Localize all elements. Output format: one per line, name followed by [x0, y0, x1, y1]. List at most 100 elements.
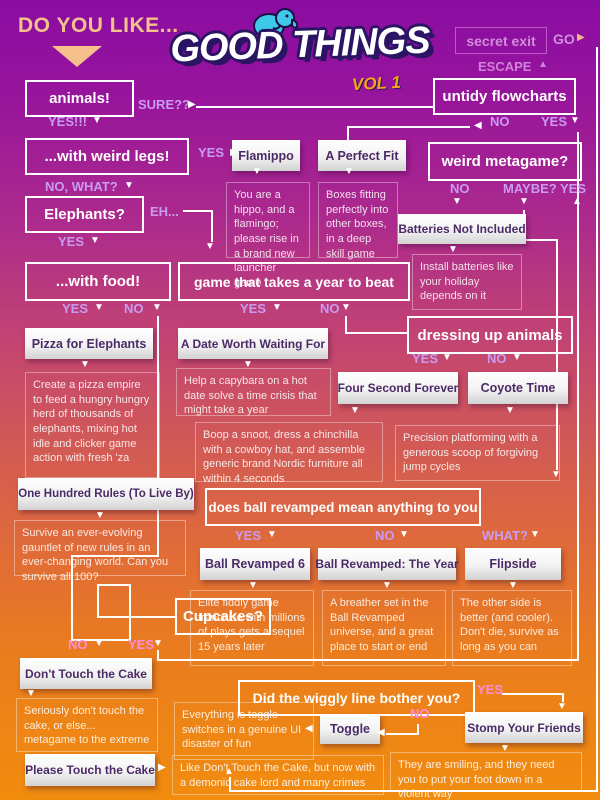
answer-dress-no: NO: [487, 351, 507, 366]
arrow-down-icon: [92, 116, 102, 126]
answer-wiggly-no: NO: [410, 706, 430, 721]
game-flamippo[interactable]: Flamippo: [232, 140, 300, 171]
game-stomp-your-friends[interactable]: Stomp Your Friends: [465, 712, 583, 743]
logo-volume: VOL 1: [351, 72, 402, 95]
arrow-down-icon: [570, 116, 580, 126]
arrow-left-icon: [474, 121, 482, 131]
arrow-down-icon: [442, 353, 452, 363]
arrow-down-icon: [452, 197, 462, 207]
answer-wiggly-yes: YES: [477, 682, 504, 697]
question-untidy-flowcharts: untidy flowcharts: [433, 78, 576, 115]
question-ball-revamped: does ball revamped mean anything to you: [205, 488, 481, 526]
arrow-down-icon: [382, 581, 392, 591]
answer-untidy-no: NO: [490, 114, 510, 129]
game-please-touch-cake[interactable]: Please Touch the Cake: [25, 754, 155, 786]
game-batteries-not-included[interactable]: Batteries Not Included: [398, 214, 526, 244]
answer-yes3: YES!!!: [48, 114, 87, 129]
arrow-down-icon: [399, 530, 409, 540]
go-button[interactable]: GO: [553, 31, 575, 47]
arrow-down-icon: [80, 360, 90, 370]
desc-batteries: Install batteries like your holiday depe…: [412, 254, 522, 310]
answer-ball-what: WHAT?: [482, 528, 528, 543]
arrow-down-icon: [448, 245, 458, 255]
arrow-down-icon: [500, 744, 510, 754]
arrow-up-icon: [572, 197, 582, 207]
answer-untidy-yes: YES: [541, 114, 568, 129]
game-ball-revamped-6[interactable]: Ball Revamped 6: [200, 548, 310, 580]
game-four-second-forever[interactable]: Four Second Forever: [338, 372, 458, 404]
escape-label: ESCAPE: [478, 59, 532, 74]
desc-stomp: They are smiling, and they need you to p…: [390, 752, 582, 800]
arrow-down-icon: [344, 167, 354, 177]
desc-dont-touch-cake: Seriously don't touch the cake, or else.…: [16, 698, 158, 752]
arrow-down-icon: [26, 689, 36, 699]
desc-date: Help a capybara on a hot date solve a ti…: [176, 368, 331, 416]
arrow-right-icon: [188, 100, 196, 110]
desc-hundred-rules: Survive an ever-evolving gauntlet of new…: [14, 520, 186, 583]
arrow-down-icon: [530, 530, 540, 540]
arrow-down-icon: [248, 581, 258, 591]
arrow-down-icon: [152, 303, 162, 313]
arrow-down-icon: [243, 360, 253, 370]
arrow-down-icon: [272, 303, 282, 313]
desc-please-touch-cake: Like Don't Touch the Cake, but now with …: [172, 755, 384, 795]
question-dressing-animals: dressing up animals: [407, 316, 573, 354]
desc-flamippo: You are a hippo, and a flamingo; please …: [226, 182, 310, 289]
answer-legs-yes: YES: [198, 145, 225, 160]
question-elephants: Elephants?: [25, 196, 144, 233]
desc-pizza: Create a pizza empire to feed a hungry h…: [25, 372, 160, 478]
go-arrow-right-icon: [577, 33, 585, 43]
answer-food-yes: YES: [62, 301, 89, 316]
game-toggle[interactable]: Toggle: [320, 714, 380, 744]
game-pizza-for-elephants[interactable]: Pizza for Elephants: [25, 328, 153, 359]
secret-exit-button[interactable]: secret exit: [455, 27, 547, 54]
arrow-right-icon: [230, 148, 238, 158]
desc-flipside: The other side is better (and cooler). D…: [452, 590, 572, 666]
game-a-perfect-fit[interactable]: A Perfect Fit: [318, 140, 406, 171]
game-date-worth-waiting[interactable]: A Date Worth Waiting For: [178, 328, 328, 359]
page-title: DO YOU LIKE...: [18, 14, 179, 37]
question-cupcakes: Cupcakes?: [175, 598, 271, 635]
answer-year-yes: YES: [240, 301, 267, 316]
answer-ball-yes: YES: [235, 528, 262, 543]
answer-no-what: NO, WHAT?: [45, 179, 118, 194]
arrow-down-icon: [205, 242, 215, 252]
escape-arrow-up-icon: [538, 60, 548, 70]
desc-toggle: Everything is toggle switches in a genui…: [174, 702, 314, 760]
answer-food-no: NO: [124, 301, 144, 316]
desc-ball-revamped-6: Elite fiddly game franchise with million…: [190, 590, 314, 666]
logo-title: GOOD THINGS: [169, 19, 431, 71]
arrow-down-icon: [95, 511, 105, 521]
arrow-down-icon: [508, 581, 518, 591]
arrow-up-icon: [224, 767, 234, 777]
answer-cupcakes-no: NO: [68, 637, 88, 652]
arrow-down-icon: [124, 181, 134, 191]
answer-meta-yes: YES: [560, 181, 587, 196]
game-coyote-time[interactable]: Coyote Time: [468, 372, 568, 404]
answer-elephants-yes: YES: [58, 234, 85, 249]
game-ball-revamped-year[interactable]: Ball Revamped: The Year: [315, 548, 459, 580]
arrow-down-icon: [153, 639, 163, 649]
answer-sure: SURE??: [138, 97, 190, 112]
arrow-left-icon: [305, 724, 313, 734]
game-dont-touch-cake[interactable]: Don't Touch the Cake: [20, 658, 152, 689]
desc-four-second: Boop a snoot, dress a chinchilla with a …: [195, 422, 383, 485]
game-one-hundred-rules[interactable]: One Hundred Rules (To Live By): [18, 478, 194, 510]
question-weird-metagame: weird metagame?: [428, 142, 582, 181]
arrow-down-icon: [557, 702, 567, 712]
question-animals: animals!: [25, 80, 134, 117]
arrow-down-icon: [90, 236, 100, 246]
answer-ball-no: NO: [375, 528, 395, 543]
arrow-down-icon: [341, 303, 351, 313]
desc-a-perfect-fit: Boxes fitting perfectly into other boxes…: [318, 182, 398, 260]
answer-year-no: NO: [320, 301, 340, 316]
answer-eh: EH...: [150, 204, 179, 219]
answer-dress-yes: YES: [412, 351, 439, 366]
game-flipside[interactable]: Flipside: [465, 548, 561, 580]
arrow-right-icon: [158, 763, 166, 773]
prompt-triangle-down-icon: [52, 46, 102, 67]
desc-coyote: Precision platforming with a generous sc…: [395, 425, 560, 481]
question-with-food: ...with food!: [25, 262, 171, 301]
elephant-logo-icon: [253, 8, 298, 42]
arrow-down-icon: [267, 530, 277, 540]
